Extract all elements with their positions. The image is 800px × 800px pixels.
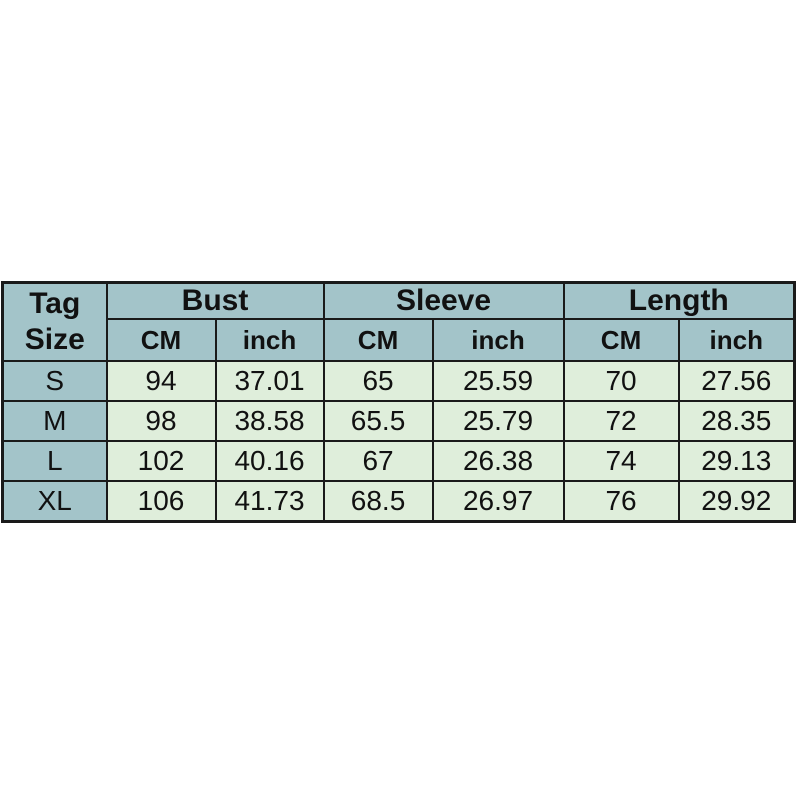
- cell-sleeve-inch: 25.59: [431, 360, 565, 402]
- size-label: M: [1, 400, 108, 442]
- cell-length-inch: 27.56: [677, 360, 796, 402]
- group-header-length: Length: [562, 281, 796, 320]
- unit-header-row: CM inch CM inch CM inch: [3, 318, 796, 362]
- cell-sleeve-cm: 65.5: [322, 400, 434, 442]
- cell-bust-cm: 106: [105, 480, 217, 522]
- cell-sleeve-inch: 26.38: [431, 440, 565, 482]
- cell-bust-cm: 98: [105, 400, 217, 442]
- size-label: S: [1, 360, 108, 402]
- table-row-s: S 94 37.01 65 25.59 70 27.56: [1, 360, 796, 402]
- cell-bust-inch: 37.01: [214, 360, 325, 402]
- tag-size-line1: Tag: [29, 287, 81, 320]
- group-header-row: Tag Size Bust Sleeve Length: [1, 281, 796, 362]
- table-row-m: M 98 38.58 65.5 25.79 72 28.35: [1, 400, 796, 442]
- cell-bust-inch: 38.58: [214, 400, 325, 442]
- cell-bust-cm: 94: [105, 360, 217, 402]
- cell-length-cm: 72: [562, 400, 680, 442]
- unit-header-bust-inch: inch: [214, 318, 325, 362]
- unit-header-bust-cm: CM: [105, 318, 217, 362]
- tag-size-header: Tag Size: [1, 281, 108, 362]
- group-header-sleeve: Sleeve: [322, 281, 565, 320]
- cell-bust-cm: 102: [105, 440, 217, 482]
- table-row-xl: XL 106 41.73 68.5 26.97 76 29.92: [1, 480, 796, 522]
- group-header-bust: Bust: [105, 281, 325, 320]
- size-label: XL: [1, 480, 108, 522]
- cell-sleeve-cm: 67: [322, 440, 434, 482]
- cell-length-inch: 29.92: [677, 480, 796, 522]
- cell-sleeve-cm: 68.5: [322, 480, 434, 522]
- cell-sleeve-cm: 65: [322, 360, 434, 402]
- unit-header-length-cm: CM: [562, 318, 680, 362]
- size-chart-table: Tag Size Bust Sleeve Length CM inch CM i…: [1, 281, 797, 523]
- cell-bust-inch: 40.16: [214, 440, 325, 482]
- table-row-l: L 102 40.16 67 26.38 74 29.13: [1, 440, 796, 482]
- cell-length-inch: 28.35: [677, 400, 796, 442]
- unit-header-sleeve-cm: CM: [322, 318, 434, 362]
- unit-header-length-inch: inch: [677, 318, 796, 362]
- unit-header-sleeve-inch: inch: [431, 318, 565, 362]
- cell-length-inch: 29.13: [677, 440, 796, 482]
- cell-length-cm: 76: [562, 480, 680, 522]
- cell-sleeve-inch: 25.79: [431, 400, 565, 442]
- tag-size-line2: Size: [24, 323, 85, 356]
- cell-bust-inch: 41.73: [214, 480, 325, 522]
- cell-length-cm: 74: [562, 440, 680, 482]
- cell-sleeve-inch: 26.97: [431, 480, 565, 522]
- size-label: L: [1, 440, 108, 482]
- cell-length-cm: 70: [562, 360, 680, 402]
